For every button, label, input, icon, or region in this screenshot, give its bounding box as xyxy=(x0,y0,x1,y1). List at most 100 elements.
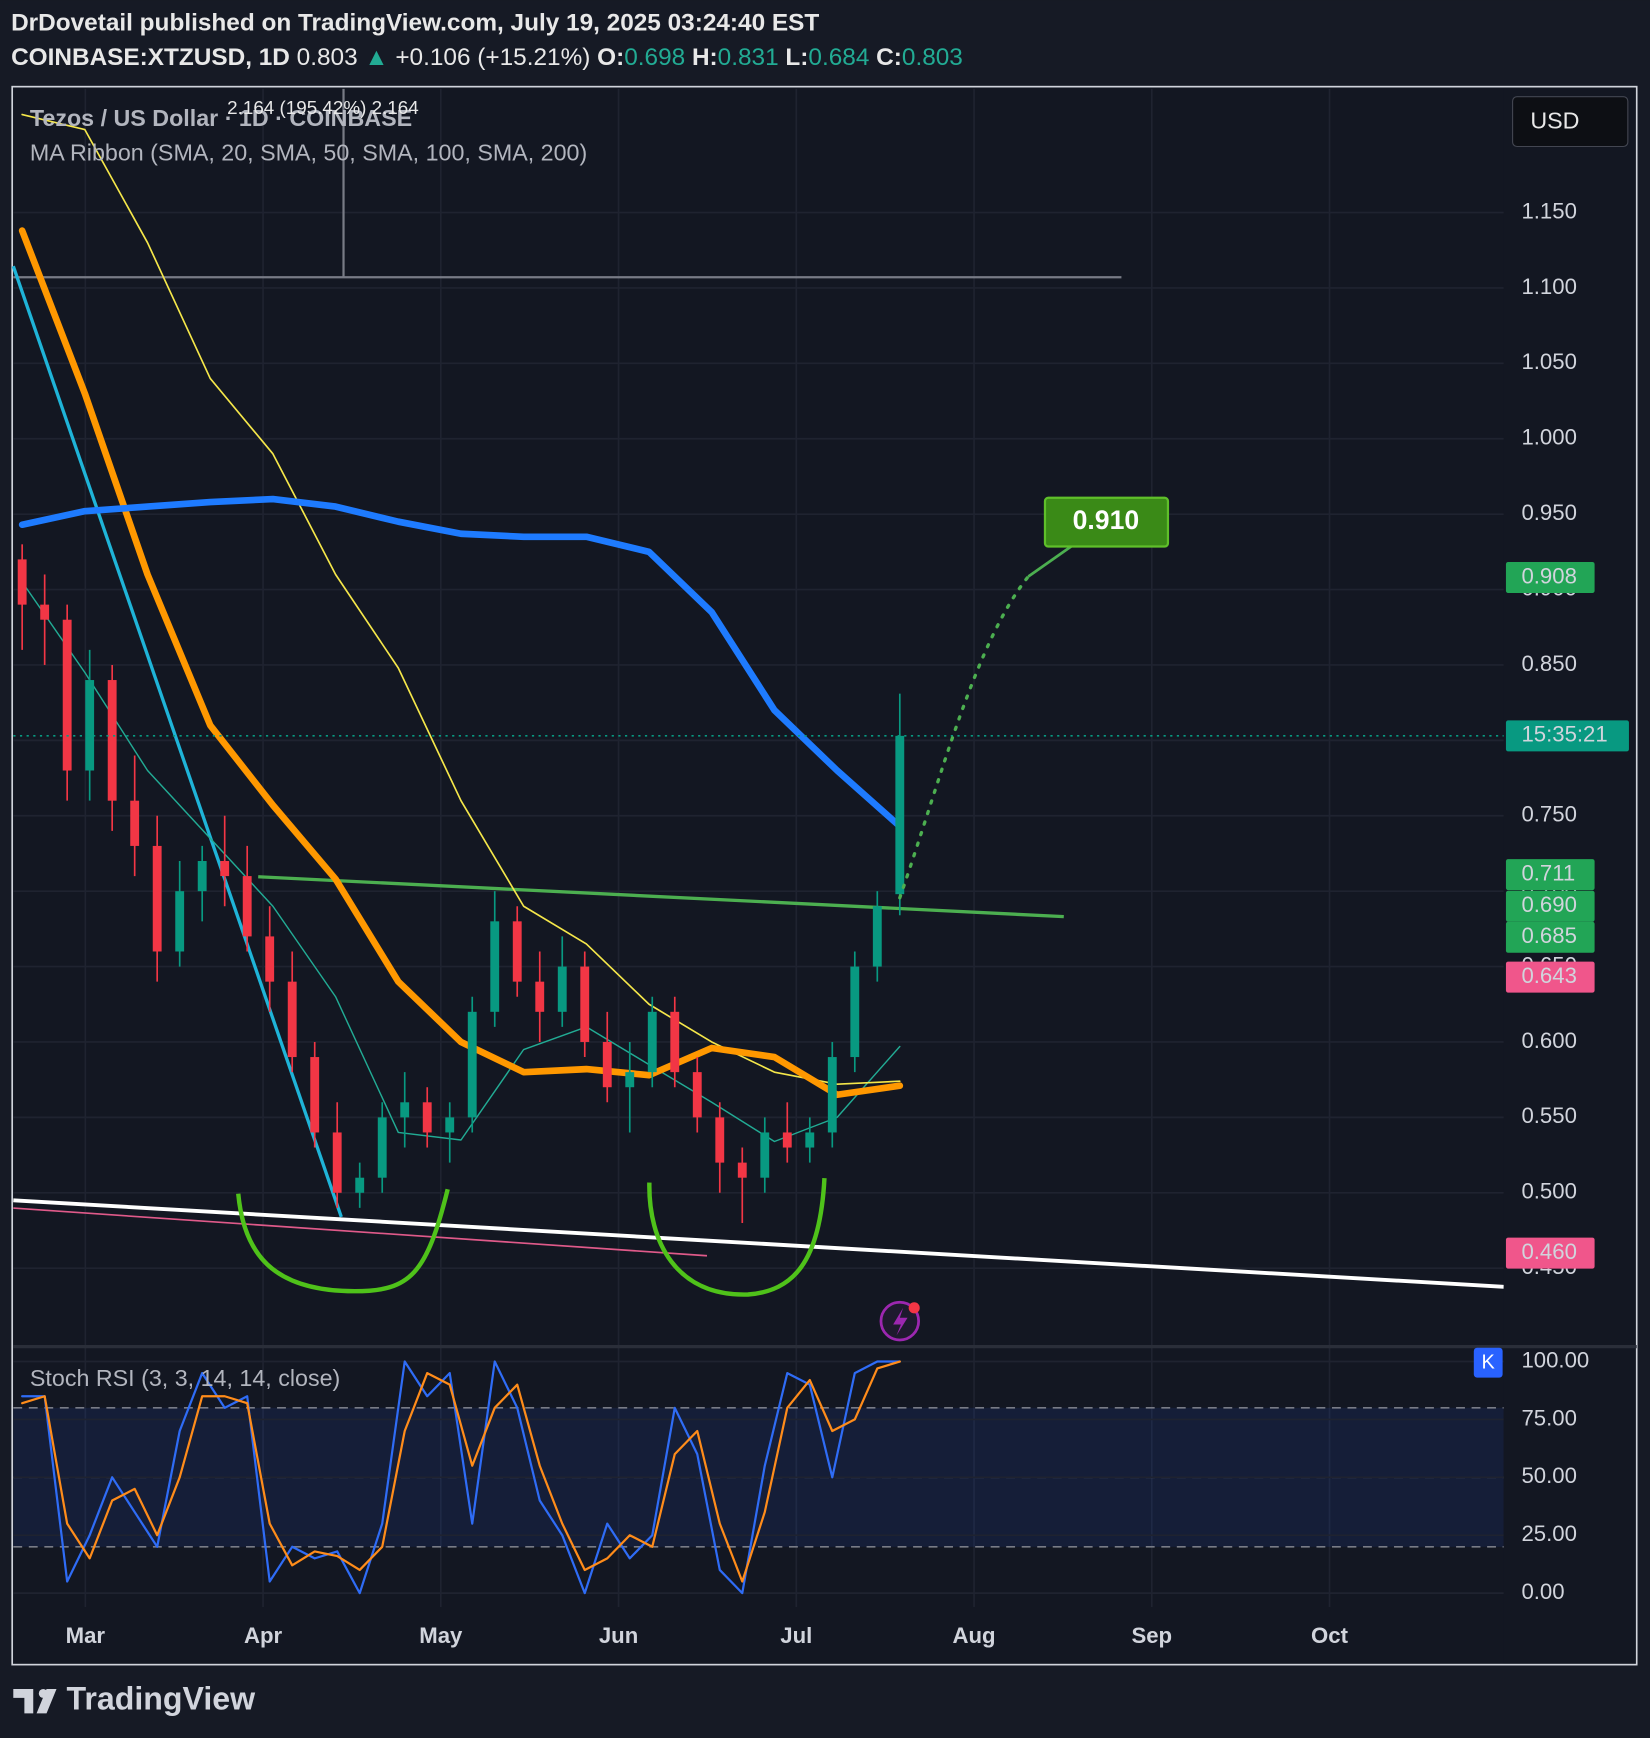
price-badge xyxy=(1505,720,1629,752)
y-tick-label: 0.600 xyxy=(1521,1028,1576,1053)
candle-body xyxy=(647,1011,657,1073)
alert-bolt xyxy=(893,1307,908,1336)
trend-line xyxy=(11,265,343,1218)
y-tick-label: 25.00 xyxy=(1521,1521,1576,1546)
candle-body xyxy=(175,891,185,952)
y-tick-label: 1.100 xyxy=(1521,274,1576,299)
price-badge xyxy=(1505,561,1595,594)
l-value: 0.684 xyxy=(808,44,869,71)
candle-body xyxy=(715,1117,725,1163)
drawings xyxy=(11,88,1504,1297)
logo: TradingView xyxy=(13,1681,256,1717)
y-tick-label: 0.850 xyxy=(1521,651,1576,676)
series-line xyxy=(21,1360,901,1583)
price-badge-label: 0.711 xyxy=(1521,860,1575,885)
candle-body xyxy=(580,966,590,1042)
candle-body xyxy=(737,1162,747,1178)
o-value: 0.698 xyxy=(624,44,685,71)
y-tick-label: 0.550 xyxy=(1521,1103,1576,1128)
candle-body xyxy=(445,1117,455,1133)
price-badge-label: 15:35:21 xyxy=(1521,722,1607,747)
candle-body xyxy=(827,1057,837,1133)
chart-frame xyxy=(11,85,1638,1666)
alert-icon[interactable] xyxy=(879,1300,921,1342)
candle-body xyxy=(130,800,140,846)
x-tick-label: Sep xyxy=(1131,1623,1172,1648)
y-tick-label: 1.050 xyxy=(1521,349,1576,374)
candle-body xyxy=(760,1132,770,1178)
pattern-curve xyxy=(647,1178,827,1297)
candle-body xyxy=(490,921,500,1012)
y-tick-label: 75.00 xyxy=(1521,1405,1576,1430)
candle-body xyxy=(872,906,882,967)
y-tick-label: 1.150 xyxy=(1521,198,1576,223)
target-box xyxy=(1043,496,1170,548)
price-badge xyxy=(1505,921,1595,953)
candle-body xyxy=(242,876,252,937)
candle-body xyxy=(40,604,50,620)
price-badge xyxy=(1505,961,1595,993)
candle-body xyxy=(265,936,275,982)
target-label: 0.910 xyxy=(1073,505,1140,535)
byline-text: DrDovetail published on TradingView.com,… xyxy=(11,10,819,37)
k-badge-text: K xyxy=(1482,1351,1496,1373)
candle-body xyxy=(692,1072,702,1118)
x-tick-label: Apr xyxy=(244,1623,283,1648)
series-line xyxy=(21,1360,901,1595)
symbol-line: COINBASE:XTZUSD, 1D 0.803 ▲ +0.106 (+15.… xyxy=(11,44,963,71)
price-badge xyxy=(1505,1237,1595,1269)
candle-body xyxy=(310,1057,320,1133)
h-label: H: xyxy=(692,44,718,71)
x-tick-label: May xyxy=(419,1623,463,1648)
candle-body xyxy=(220,861,230,877)
price-badge-label: 0.460 xyxy=(1521,1239,1576,1264)
x-tick-label: Aug xyxy=(953,1623,996,1648)
logo-dot xyxy=(38,1689,48,1698)
candle-body xyxy=(850,966,860,1058)
callout-pointer xyxy=(1027,544,1074,578)
measure-note: 2.164 (195.42%) 2.164 xyxy=(227,97,419,118)
last-price: 0.803 xyxy=(297,44,358,71)
candle-body xyxy=(400,1102,410,1118)
pattern-curve xyxy=(236,1188,450,1294)
candle-body xyxy=(602,1041,612,1088)
projection: 0.910 xyxy=(898,496,1170,900)
candle-body xyxy=(625,1072,635,1088)
series-line xyxy=(21,113,901,1086)
legend-indicator: MA Ribbon (SMA, 20, SMA, 50, SMA, 100, S… xyxy=(30,139,587,165)
price-badge-label: 0.685 xyxy=(1521,923,1576,948)
price-badge xyxy=(1505,890,1595,922)
candle-body xyxy=(17,559,27,605)
series-line xyxy=(21,581,901,1143)
c-value: 0.803 xyxy=(902,44,963,71)
grid xyxy=(13,88,1504,1608)
support-line xyxy=(13,1198,1504,1289)
change: +0.106 (+15.21%) xyxy=(395,44,590,71)
candle-body xyxy=(805,1132,815,1148)
candle-body xyxy=(557,966,567,1012)
candle-body xyxy=(670,1011,680,1073)
candle-body xyxy=(535,981,545,1012)
legend-title: Tezos / US Dollar · 1D · COINBASE xyxy=(30,105,412,131)
candle-body xyxy=(107,680,117,801)
candle-body xyxy=(197,861,207,892)
x-tick-label: Jul xyxy=(780,1623,812,1648)
x-tick-label: Mar xyxy=(66,1623,106,1648)
y-tick-label: 0.750 xyxy=(1521,802,1576,827)
candle-body xyxy=(152,845,162,952)
series-line xyxy=(18,227,904,1099)
x-tick-label: Jun xyxy=(599,1623,638,1648)
y-tick-label: 0.00 xyxy=(1521,1579,1564,1604)
currency-button[interactable] xyxy=(1512,96,1629,148)
x-tick-label: Oct xyxy=(1311,1623,1349,1648)
byline: DrDovetail published on TradingView.com,… xyxy=(11,10,819,37)
candle-body xyxy=(62,619,72,771)
k-badge xyxy=(1473,1347,1503,1378)
candle-body xyxy=(85,680,95,771)
candle-body xyxy=(467,1011,477,1118)
c-label: C: xyxy=(876,44,902,71)
y-tick-label: 100.00 xyxy=(1521,1347,1589,1372)
trend-line xyxy=(13,1207,708,1257)
y-tick-label: 50.00 xyxy=(1521,1463,1576,1488)
